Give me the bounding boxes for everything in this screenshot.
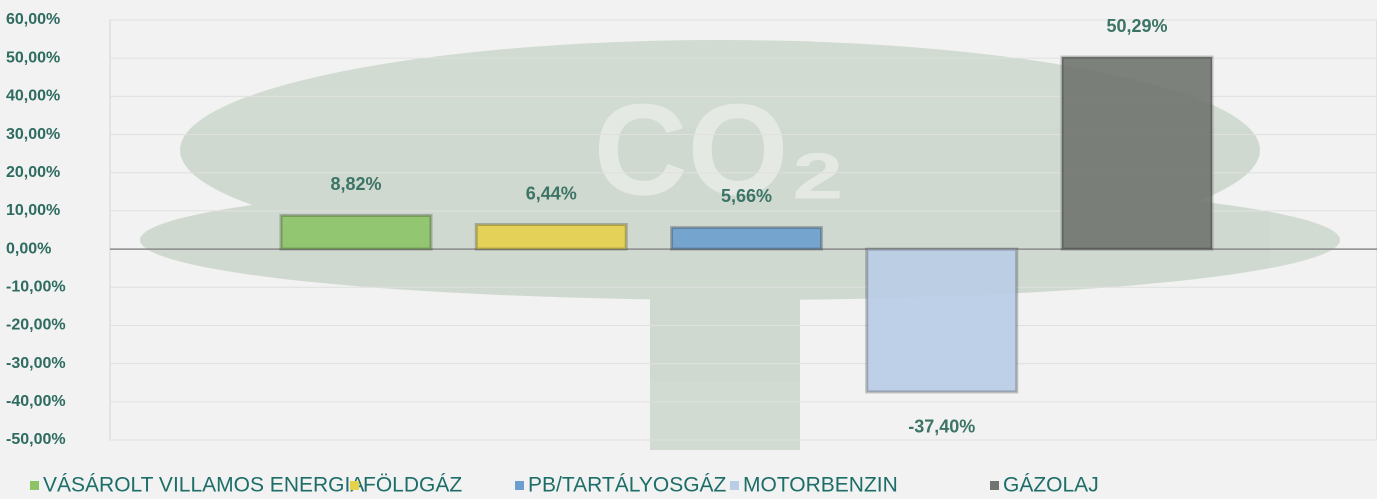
value-label: 6,44% <box>526 183 577 203</box>
y-tick-label: 20,00% <box>6 164 60 181</box>
bar <box>474 223 628 251</box>
watermark <box>140 40 1340 450</box>
legend-label: PB/TARTÁLYOSGÁZ <box>528 474 727 497</box>
y-tick-label: -30,00% <box>6 355 66 372</box>
bar <box>1060 55 1214 251</box>
legend-swatch <box>350 481 359 490</box>
y-tick-label: 40,00% <box>6 88 60 105</box>
y-tick-label: 30,00% <box>6 126 60 143</box>
value-label: -37,40% <box>908 417 975 437</box>
y-tick-label: -20,00% <box>6 317 66 334</box>
y-tick-label: 50,00% <box>6 49 60 66</box>
bar <box>670 225 823 251</box>
y-tick-label: -10,00% <box>6 278 66 295</box>
watermark-text: CO₂ <box>594 76 847 222</box>
legend-label: GÁZOLAJ <box>1003 474 1099 497</box>
legend-label: VÁSÁROLT VILLAMOS ENERGIA <box>43 474 364 497</box>
value-label: 5,66% <box>721 186 772 206</box>
y-tick-label: -50,00% <box>6 431 66 448</box>
bar <box>865 247 1019 394</box>
y-tick-label: 60,00% <box>6 11 60 28</box>
legend-swatch <box>515 481 524 490</box>
legend-label: FÖLDGÁZ <box>363 474 462 497</box>
value-label: 8,82% <box>330 174 381 194</box>
value-label: 50,29% <box>1106 16 1167 36</box>
bar <box>279 213 433 251</box>
y-tick-label: -40,00% <box>6 393 66 410</box>
legend-label: MOTORBENZIN <box>743 474 898 497</box>
y-tick-label: 0,00% <box>6 240 51 257</box>
y-tick-label: 10,00% <box>6 202 60 219</box>
legend-swatch <box>990 481 999 490</box>
legend-swatch <box>30 481 39 490</box>
legend-swatch <box>730 481 739 490</box>
